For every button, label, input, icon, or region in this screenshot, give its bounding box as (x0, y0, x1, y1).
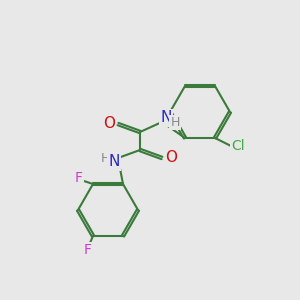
Text: Cl: Cl (231, 139, 245, 153)
Text: N: N (108, 154, 120, 169)
Text: H: H (170, 116, 180, 128)
Text: H: H (100, 152, 110, 164)
Text: N: N (160, 110, 172, 125)
Text: O: O (103, 116, 115, 131)
Text: F: F (75, 171, 83, 185)
Text: F: F (84, 243, 92, 257)
Text: O: O (165, 151, 177, 166)
